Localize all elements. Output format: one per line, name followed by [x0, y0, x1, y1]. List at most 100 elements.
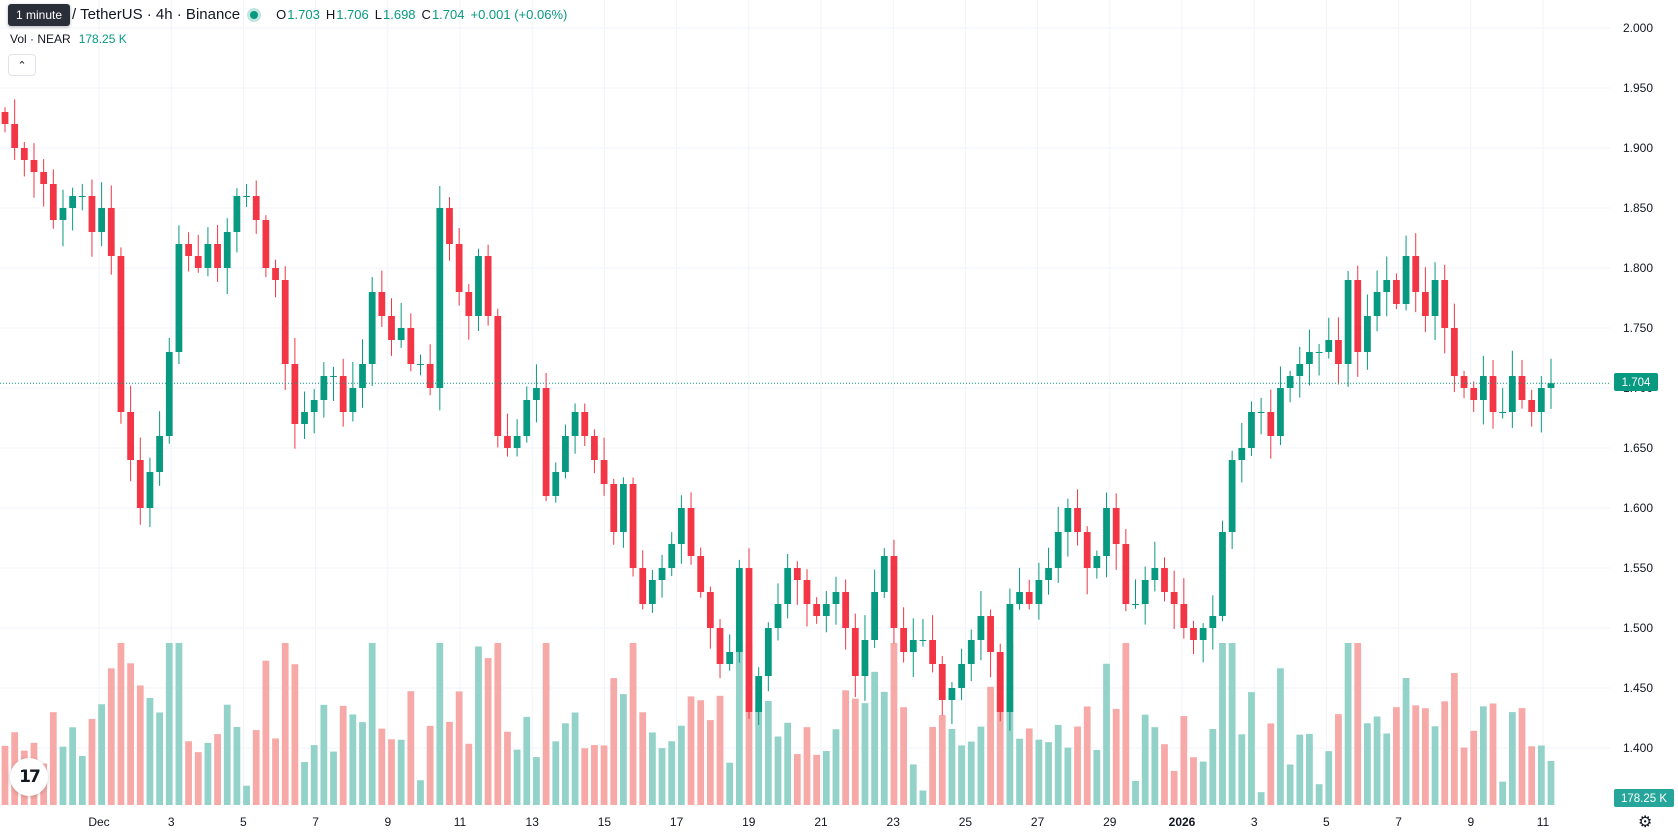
candle[interactable] [1132, 579, 1139, 609]
candle[interactable] [117, 247, 125, 424]
candle[interactable] [793, 561, 801, 605]
tradingview-logo[interactable]: 17 [10, 758, 48, 796]
candle[interactable] [1190, 620, 1197, 655]
candle[interactable] [455, 228, 463, 306]
candle[interactable] [1006, 588, 1014, 731]
candle[interactable] [1489, 359, 1497, 429]
candle[interactable] [967, 629, 975, 682]
candle[interactable] [165, 337, 173, 444]
candle[interactable] [1431, 262, 1439, 341]
candle[interactable] [784, 553, 792, 619]
candle[interactable] [1257, 397, 1265, 435]
candle[interactable] [1035, 562, 1043, 620]
market-status-icon[interactable] [250, 10, 259, 19]
candle[interactable] [1083, 526, 1091, 595]
candle[interactable] [1528, 389, 1536, 427]
candle[interactable] [1141, 566, 1149, 625]
candle[interactable] [1, 107, 9, 133]
candle[interactable] [813, 597, 821, 624]
candle[interactable] [368, 277, 376, 386]
candle[interactable] [88, 179, 96, 257]
candle[interactable] [233, 188, 241, 253]
candle[interactable] [281, 266, 289, 391]
candle[interactable] [1064, 498, 1072, 557]
candle[interactable] [1335, 317, 1342, 385]
candle[interactable] [890, 539, 898, 644]
candle[interactable] [600, 437, 608, 496]
candle[interactable] [378, 270, 386, 327]
candle[interactable] [706, 586, 714, 649]
candle[interactable] [938, 656, 946, 716]
candle[interactable] [1470, 381, 1478, 412]
candle[interactable] [436, 186, 444, 411]
candle[interactable] [272, 259, 279, 298]
candle[interactable] [127, 385, 134, 482]
candle[interactable] [175, 225, 183, 364]
candle[interactable] [1402, 235, 1410, 311]
candle[interactable] [214, 224, 221, 282]
candle[interactable] [1296, 346, 1304, 398]
candle[interactable] [1460, 370, 1468, 399]
candle[interactable] [977, 591, 985, 661]
candle[interactable] [1364, 294, 1371, 370]
candle[interactable] [1422, 267, 1429, 333]
candle[interactable] [649, 569, 656, 613]
candle[interactable] [407, 313, 415, 372]
candle[interactable] [243, 184, 250, 207]
candle[interactable] [1170, 570, 1178, 629]
candle[interactable] [1219, 520, 1226, 622]
candle[interactable] [1151, 541, 1159, 592]
candle[interactable] [639, 550, 647, 610]
candle[interactable] [610, 478, 618, 545]
candle[interactable] [1537, 376, 1545, 433]
candle[interactable] [69, 187, 77, 231]
candle[interactable] [1450, 303, 1458, 393]
candle[interactable] [822, 591, 830, 633]
candle[interactable] [1122, 529, 1130, 612]
candle[interactable] [339, 358, 347, 427]
candle[interactable] [1161, 557, 1168, 602]
candle[interactable] [98, 182, 106, 247]
legend-volume[interactable]: Vol · NEAR 178.25 K [10, 32, 127, 46]
candle[interactable] [1180, 578, 1188, 639]
candle[interactable] [523, 386, 531, 443]
candle[interactable] [533, 364, 540, 423]
candle[interactable] [1025, 579, 1033, 610]
candle[interactable] [697, 547, 705, 598]
candle[interactable] [726, 634, 734, 671]
candle[interactable] [1393, 273, 1400, 310]
candle[interactable] [851, 613, 859, 698]
candle[interactable] [871, 569, 879, 648]
candle[interactable] [581, 403, 589, 447]
candle[interactable] [1045, 547, 1052, 595]
candle[interactable] [1054, 506, 1062, 583]
candle[interactable] [301, 391, 308, 439]
candle[interactable] [1373, 270, 1381, 332]
candle[interactable] [426, 344, 434, 396]
candle[interactable] [446, 197, 453, 261]
candle[interactable] [1306, 329, 1313, 386]
candle[interactable] [745, 548, 753, 719]
candle[interactable] [996, 643, 1004, 722]
candle[interactable] [880, 548, 888, 599]
candle[interactable] [388, 298, 395, 356]
candle[interactable] [262, 215, 270, 278]
candle[interactable] [1267, 389, 1275, 459]
candle[interactable] [417, 354, 424, 376]
candle[interactable] [475, 248, 482, 332]
candle[interactable] [11, 99, 19, 160]
gear-icon[interactable]: ⚙ [1638, 814, 1653, 831]
candle[interactable] [1325, 317, 1333, 359]
candle[interactable] [832, 576, 840, 625]
candle[interactable] [1479, 355, 1487, 425]
candle[interactable] [1228, 450, 1236, 550]
candle[interactable] [552, 462, 560, 503]
candle[interactable] [1518, 359, 1526, 409]
candle[interactable] [774, 583, 782, 641]
candle[interactable] [668, 532, 676, 577]
candle[interactable] [1209, 595, 1217, 650]
candle[interactable] [252, 180, 260, 234]
candle[interactable] [1074, 489, 1081, 546]
candle[interactable] [49, 169, 57, 229]
